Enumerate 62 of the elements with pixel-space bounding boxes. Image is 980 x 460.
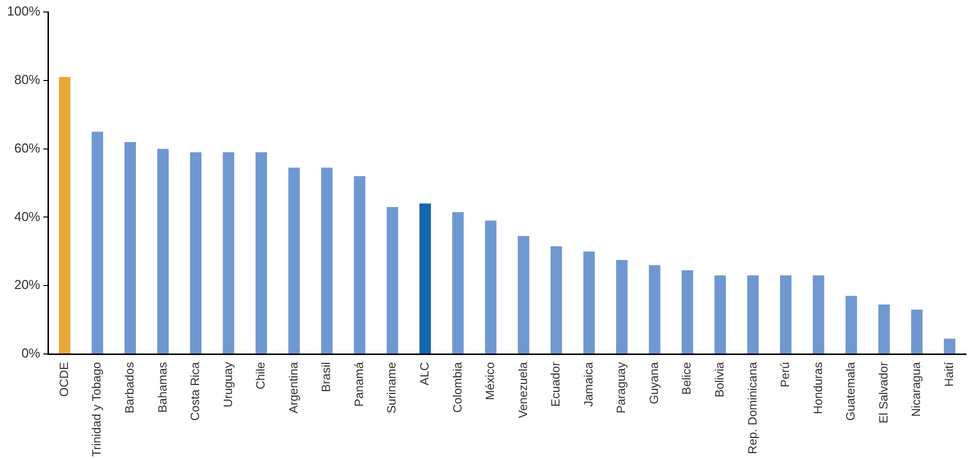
bar — [190, 152, 202, 354]
bar — [944, 338, 956, 354]
bar — [386, 206, 398, 354]
x-tick-label: Bahamas — [155, 362, 170, 413]
x-tick-label: ALC — [417, 362, 432, 386]
x-tick-label: Argentina — [286, 362, 300, 414]
x-tick-label: Belice — [680, 362, 694, 395]
bar — [780, 275, 792, 354]
x-tick-label: Honduras — [810, 362, 825, 414]
x-tick-label: Suriname — [384, 362, 399, 414]
x-tick-label: Guatemala — [844, 362, 858, 421]
bar — [616, 260, 628, 354]
x-tick-label: Rep. Dominicana — [745, 362, 760, 454]
x-tick-label: México — [483, 362, 498, 400]
x-tick-label: Jamaica — [581, 362, 596, 407]
x-tick-label: Guyana — [646, 362, 661, 404]
x-tick-label: Haití — [942, 361, 956, 387]
x-tick-label: Costa Rica — [188, 362, 202, 421]
x-tick-label: OCDE — [56, 362, 71, 397]
x-tick-label: Barbados — [122, 362, 137, 414]
bar — [288, 168, 300, 354]
y-tick-label: 40% — [14, 208, 41, 224]
bar — [354, 176, 366, 354]
x-tick-label: Venezuela — [516, 362, 530, 418]
bar — [124, 142, 136, 354]
bar — [485, 220, 496, 354]
bar — [648, 265, 660, 354]
bar — [419, 204, 431, 354]
bar — [222, 152, 234, 354]
x-tick-label: Chile — [254, 362, 268, 390]
bar — [321, 168, 333, 354]
x-tick-label: Bolivia — [712, 362, 726, 398]
bar — [583, 251, 595, 354]
bar — [92, 132, 104, 354]
x-tick-label: Panamá — [352, 362, 366, 407]
y-tick-label: 100% — [7, 4, 41, 19]
bar — [518, 236, 530, 354]
y-tick-label: 0% — [21, 346, 41, 361]
bar — [682, 270, 694, 354]
bar — [878, 304, 890, 354]
bar — [714, 275, 726, 354]
bar — [846, 296, 858, 354]
x-tick-label: Paraguay — [614, 362, 628, 414]
y-tick-label: 20% — [14, 277, 41, 292]
bar — [58, 76, 70, 354]
bar — [550, 246, 562, 354]
bar — [911, 310, 923, 354]
x-tick-label: Brasil — [319, 362, 334, 392]
x-tick-label: Ecuador — [548, 362, 563, 407]
x-tick-label: Perú — [778, 362, 792, 388]
bar — [256, 152, 268, 354]
y-tick-label: 60% — [14, 140, 41, 156]
y-tick-label: 80% — [14, 72, 41, 87]
bar — [812, 275, 824, 354]
bar — [452, 212, 464, 354]
x-tick-label: Uruguay — [220, 362, 235, 408]
x-tick-label: Nicaragua — [909, 362, 924, 417]
bar — [747, 275, 759, 354]
x-tick-label: Colombia — [450, 362, 464, 413]
x-tick-label: El Salvador — [876, 362, 890, 424]
bar — [157, 148, 169, 354]
x-tick-label: Trinidad y Tobago — [90, 362, 104, 457]
